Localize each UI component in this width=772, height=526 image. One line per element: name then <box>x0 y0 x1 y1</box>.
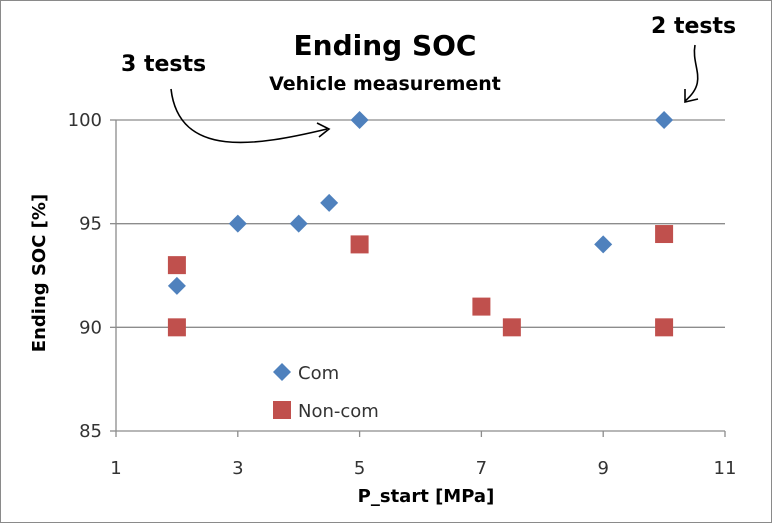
point-com-5 <box>594 235 613 254</box>
tick-labels: 85 90 95 100 1 3 5 7 9 11 <box>68 110 737 479</box>
annotation-arrow-3-tests <box>170 88 328 144</box>
x-tick-label-5: 5 <box>354 458 365 479</box>
annotation-2-tests: 2 tests <box>651 14 736 39</box>
x-tick-label-1: 1 <box>110 458 121 479</box>
point-com-3 <box>320 193 339 212</box>
legend-marker-com <box>273 363 291 381</box>
point-non-com-1 <box>167 318 186 337</box>
point-com-0 <box>167 276 186 295</box>
annotation-arrowhead-2-tests <box>684 89 699 104</box>
point-com-2 <box>289 214 308 233</box>
legend-label-com: Com <box>298 363 339 384</box>
gridlines <box>116 119 725 328</box>
point-non-com-4 <box>502 318 521 337</box>
annotation-arrowhead-3-tests <box>316 122 331 138</box>
point-non-com-2 <box>350 235 369 254</box>
y-tick-label-90: 90 <box>79 317 102 338</box>
y-axis-label: Ending SOC [%] <box>29 194 50 352</box>
point-com-6 <box>655 111 674 129</box>
point-non-com-6 <box>655 318 674 337</box>
x-tick-label-7: 7 <box>476 458 487 479</box>
chart-title: Ending SOC <box>294 29 477 62</box>
legend-marker-non-com <box>273 401 291 419</box>
annotations: 3 tests 2 tests <box>121 14 736 144</box>
chart-subtitle: Vehicle measurement <box>269 73 501 95</box>
y-tick-label-100: 100 <box>68 110 102 131</box>
data-points <box>167 111 674 337</box>
y-tick-label-95: 95 <box>79 214 102 235</box>
y-tick-label-85: 85 <box>79 421 102 442</box>
legend: Com Non-com <box>273 363 379 422</box>
point-com-1 <box>228 214 247 233</box>
annotation-3-tests: 3 tests <box>121 52 206 77</box>
x-tick-label-3: 3 <box>232 458 243 479</box>
annotation-arrow-2-tests <box>684 44 699 102</box>
legend-symbol-com <box>273 363 291 381</box>
point-non-com-0 <box>167 256 186 275</box>
point-com-4 <box>350 111 369 129</box>
axes <box>110 119 726 437</box>
point-non-com-5 <box>655 225 674 244</box>
x-axis-label: P_start [MPa] <box>358 486 495 507</box>
legend-label-non-com: Non-com <box>298 401 379 422</box>
x-tick-label-9: 9 <box>597 458 608 479</box>
point-non-com-3 <box>472 297 491 316</box>
x-tick-label-11: 11 <box>714 458 737 479</box>
legend-symbol-non-com <box>273 401 291 419</box>
